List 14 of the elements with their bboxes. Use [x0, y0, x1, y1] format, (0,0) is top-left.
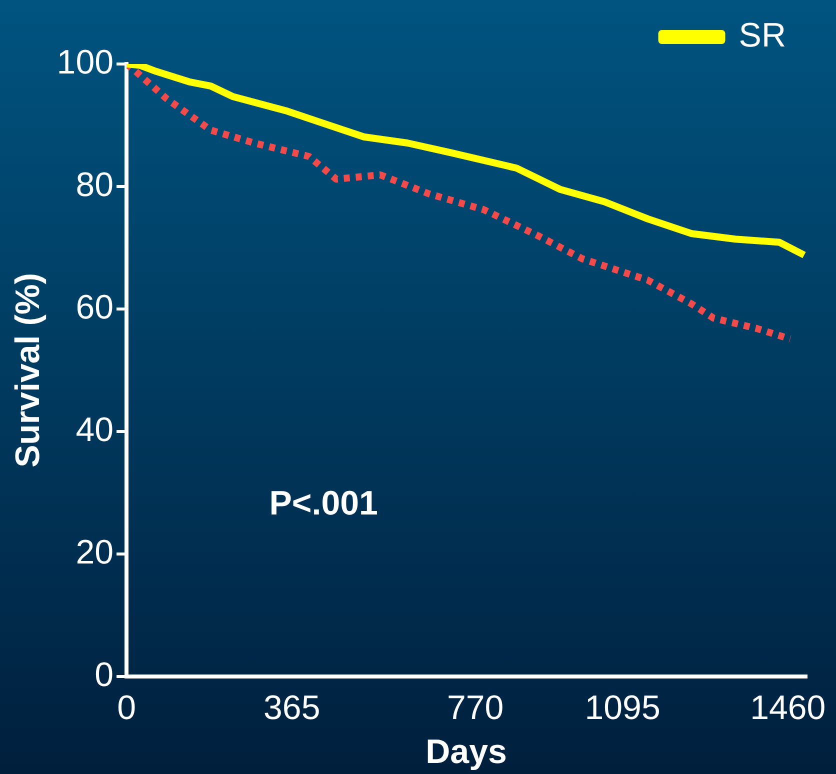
- y-tick-label: 40: [76, 410, 114, 449]
- x-tick-label: 365: [264, 689, 320, 728]
- x-tick-label: 1460: [750, 689, 826, 728]
- y-tick-label: 20: [76, 533, 114, 572]
- legend-label: SR: [738, 16, 786, 54]
- x-axis-title: Days: [426, 732, 507, 771]
- annotation: P<.001: [269, 484, 378, 522]
- y-axis-title: Survival (%): [8, 272, 47, 468]
- y-tick-label: 60: [76, 288, 114, 326]
- y-tick-label: 80: [76, 166, 114, 204]
- x-tick-label: 770: [446, 689, 504, 728]
- y-tick-label: 0: [94, 656, 114, 694]
- y-tick-label: 100: [56, 43, 114, 82]
- x-tick-label: 1095: [584, 689, 660, 728]
